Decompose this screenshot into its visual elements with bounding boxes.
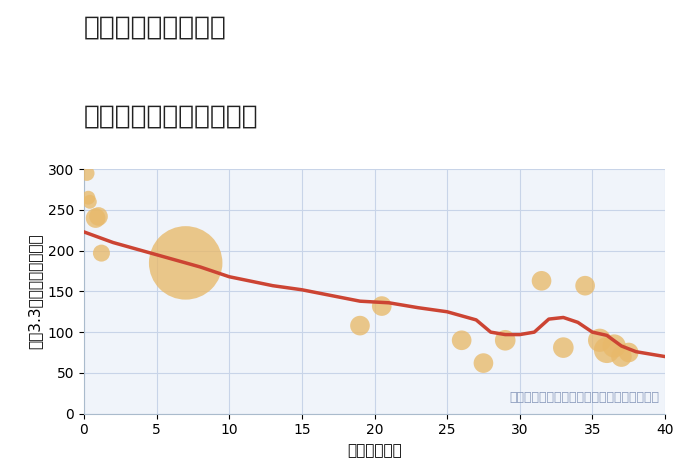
Point (83, 194, 94, 202)
Text: 円の大きさは、取引のあった物件面積を示す: 円の大きさは、取引のあった物件面積を示す (509, 391, 659, 404)
Text: 築年数別中古戸建て価格: 築年数別中古戸建て価格 (84, 103, 258, 129)
Point (623, 349, 634, 356)
Point (478, 360, 489, 367)
Point (90, 214, 101, 222)
Point (500, 337, 511, 344)
Point (558, 344, 569, 352)
Point (376, 302, 387, 310)
Point (93, 213, 104, 220)
Point (608, 342, 620, 350)
Text: 東京都台東区清川の: 東京都台東区清川の (84, 14, 227, 40)
Point (96, 250, 107, 257)
Point (580, 282, 591, 290)
X-axis label: 築年数（年）: 築年数（年） (347, 443, 402, 458)
Point (81, 170, 92, 177)
Point (536, 277, 547, 284)
Y-axis label: 坪（3.3㎡）単価（万円）: 坪（3.3㎡）単価（万円） (27, 234, 42, 349)
Point (601, 346, 612, 354)
Point (456, 337, 468, 344)
Point (594, 337, 606, 344)
Point (354, 322, 365, 329)
Point (84, 198, 95, 205)
Point (616, 353, 627, 360)
Point (180, 259, 191, 266)
